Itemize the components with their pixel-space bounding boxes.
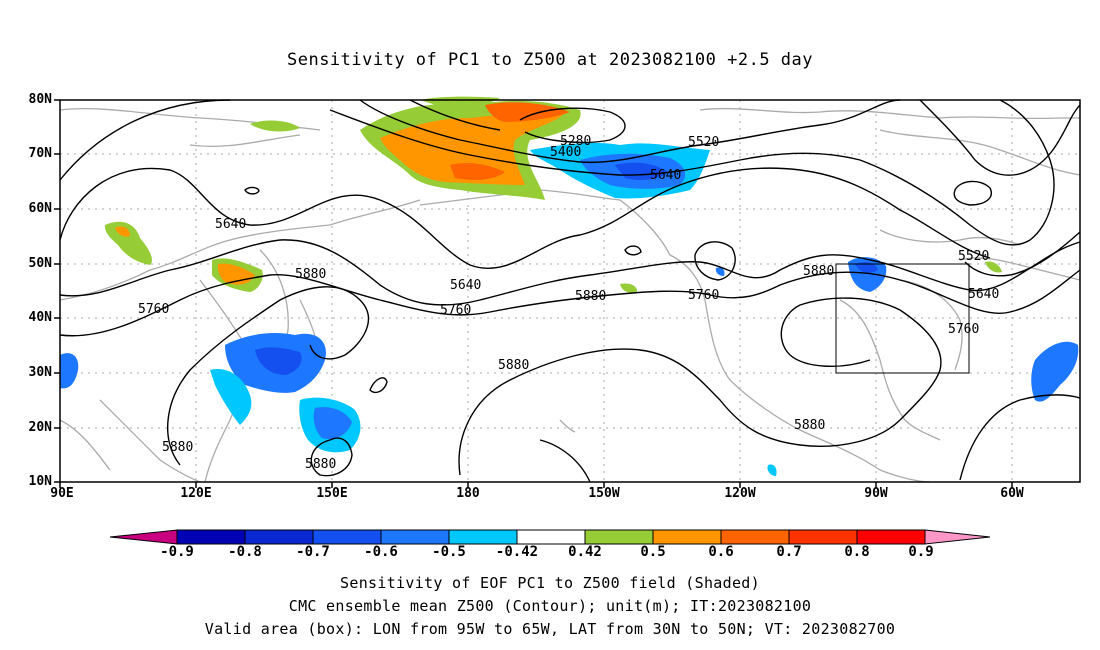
colorbar-label: -0.8 [228, 544, 262, 560]
lat-label: 20N [28, 420, 52, 435]
negative-patch-japan-deep [255, 347, 302, 375]
contour-label: 5880 [295, 267, 326, 282]
contour-label: 5760 [688, 288, 719, 303]
contour-label: 5400 [550, 145, 581, 160]
lon-label: 150E [316, 486, 348, 501]
colorbar-label: -0.42 [495, 544, 539, 560]
positive-patch-bering-hi [485, 102, 570, 122]
colorbar-label: -0.6 [364, 544, 398, 560]
colorbar-label: 0.6 [708, 544, 734, 560]
lon-label: 150W [588, 486, 620, 501]
positive-patch-small [250, 120, 300, 132]
negative-patch-japan-lt [210, 369, 252, 425]
lat-label: 70N [28, 146, 52, 161]
colorbar-swatch [448, 529, 518, 545]
lon-label: 60W [1000, 486, 1024, 501]
coastlines [59, 107, 1081, 483]
contour-label: 5520 [958, 249, 989, 264]
negative-patch-atlantic [1031, 341, 1079, 402]
contour-label: 5640 [650, 168, 681, 183]
colorbar-label: 0.7 [776, 544, 802, 560]
contour-label: 5640 [968, 287, 999, 302]
contour-label: 5880 [794, 418, 825, 433]
negative-patch-canada-deep [855, 262, 878, 273]
colorbar-swatch [856, 529, 926, 545]
contour-labels: 5280 5400 5520 5640 5640 5640 5760 5760 … [138, 134, 999, 472]
plot-frame [59, 99, 1081, 483]
positive-patch-pacific [620, 283, 638, 293]
negative-patch-south-core [313, 407, 352, 440]
lon-label: 90E [50, 486, 74, 501]
lat-label: 30N [28, 365, 52, 380]
lat-label: 10N [28, 474, 52, 489]
colorbar-label: 0.8 [844, 544, 870, 560]
positive-patch-bering-lo [450, 162, 505, 180]
positive-patch-mongolia-core [115, 226, 130, 237]
negative-patch-small1 [715, 267, 725, 276]
colorbar-label: 0.5 [640, 544, 666, 560]
lat-label: 50N [28, 256, 52, 271]
valid-area-box [835, 263, 970, 374]
positive-patch-alaska [985, 261, 1002, 273]
colorbar-label: -0.9 [160, 544, 194, 560]
contour-label: 5640 [215, 217, 246, 232]
axis-ticks [54, 99, 1013, 488]
caption-line: Sensitivity of EOF PC1 to Z500 field (Sh… [340, 574, 760, 592]
plot-title: Sensitivity of PC1 to Z500 at 2023082100… [286, 50, 813, 70]
colorbar-label: -0.7 [296, 544, 330, 560]
colorbar-swatch [584, 529, 654, 545]
lon-label: 180 [456, 486, 480, 501]
colorbar-label: 0.9 [908, 544, 934, 560]
caption-line: Valid area (box): LON from 95W to 65W, L… [204, 620, 896, 638]
caption-line: CMC ensemble mean Z500 (Contour); unit(m… [288, 597, 812, 615]
colorbar-high-arrow [924, 529, 991, 545]
colorbar-swatch [652, 529, 722, 545]
contour-label: 5880 [575, 289, 606, 304]
lat-label: 40N [28, 310, 52, 325]
positive-patch-mongolia [104, 221, 152, 265]
lat-label: 80N [28, 92, 52, 107]
contour-label: 5880 [305, 457, 336, 472]
contour-label: 5280 [560, 134, 591, 149]
lon-label: 120W [724, 486, 756, 501]
contour-label: 5760 [440, 303, 471, 318]
z500-contours [59, 99, 1081, 483]
contour-label: 5520 [688, 135, 719, 150]
colorbar-label: 0.42 [568, 544, 602, 560]
contour-label: 5640 [450, 278, 481, 293]
colorbar-swatch [244, 529, 314, 545]
contour-label: 5760 [138, 302, 169, 317]
negative-patch-westedge [60, 353, 79, 389]
colorbar-swatch [312, 529, 382, 545]
colorbar-swatch [788, 529, 858, 545]
colorbar-swatch [720, 529, 790, 545]
colorbar-swatch [176, 529, 246, 545]
contour-label: 5760 [948, 322, 979, 337]
lon-label: 90W [864, 486, 888, 501]
colorbar-swatch [516, 529, 586, 545]
contour-label: 5880 [162, 440, 193, 455]
colorbar-low-arrow [109, 529, 178, 545]
contour-label: 5880 [803, 264, 834, 279]
colorbar-label: -0.5 [432, 544, 466, 560]
colorbar-swatch [380, 529, 450, 545]
colorbar [109, 529, 991, 545]
contour-label: 5880 [498, 358, 529, 373]
lat-label: 60N [28, 201, 52, 216]
negative-patch-small2 [767, 464, 777, 476]
lon-label: 120E [180, 486, 212, 501]
